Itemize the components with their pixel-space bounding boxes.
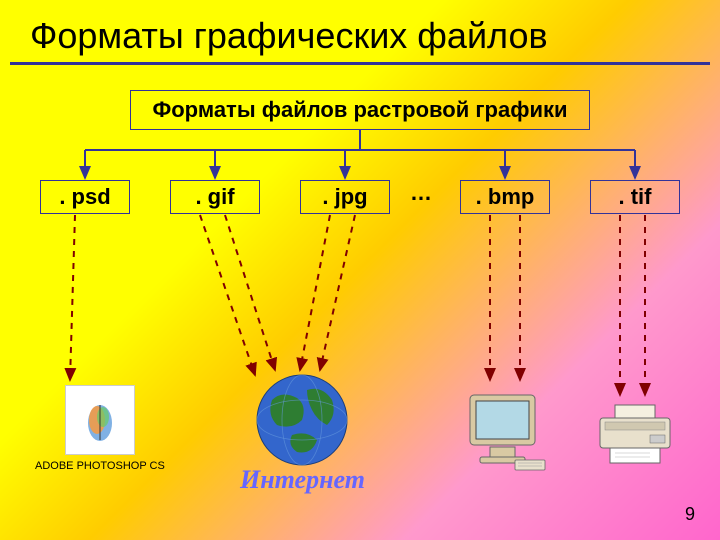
printer-icon-group [590, 400, 680, 470]
format-bmp: . bmp [460, 180, 550, 214]
format-gif: . gif [170, 180, 260, 214]
format-tif: . tif [590, 180, 680, 214]
internet-label: Интернет [240, 465, 365, 495]
printer-icon [590, 400, 680, 470]
globe-icon [252, 370, 352, 470]
page-number: 9 [685, 504, 695, 525]
format-psd: . psd [40, 180, 130, 214]
format-ellipsis: … [410, 180, 432, 206]
internet-icon-group: Интернет [240, 370, 365, 495]
page-title: Форматы графических файлов [10, 0, 710, 65]
photoshop-label: ADOBE PHOTOSHOP CS [35, 460, 165, 472]
format-jpg: . jpg [300, 180, 390, 214]
monitor-icon [460, 385, 550, 475]
photoshop-icon-group: ADOBE PHOTOSHOP CS [35, 385, 165, 472]
monitor-icon-group [460, 385, 550, 475]
subtitle-box: Форматы файлов растровой графики [130, 90, 590, 130]
photoshop-icon [65, 385, 135, 455]
